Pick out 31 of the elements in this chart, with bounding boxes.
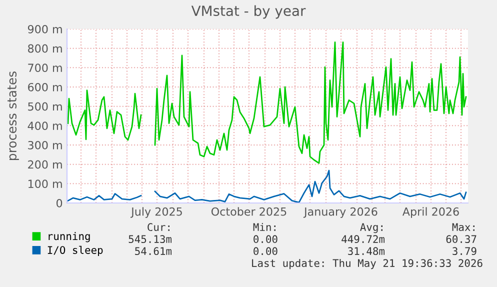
text: Avg:: [360, 223, 382, 234]
x-tick-label: April 2026: [402, 207, 459, 218]
text: 31.48m: [348, 247, 385, 256]
text: 0.00: [254, 235, 278, 244]
y-axis-title: process states: [8, 72, 19, 160]
y-tick-label: 400 m: [28, 122, 62, 130]
x-tick-label: January 2026: [303, 207, 378, 218]
x-tick-label: October 2025: [211, 207, 286, 216]
chart-title: VMstat - by year: [191, 5, 306, 19]
y-tick-label: 700 m: [28, 64, 62, 72]
text: 54.61m: [135, 247, 172, 256]
y-tick-label: 500 m: [28, 102, 62, 111]
text: 0.00: [254, 247, 278, 256]
y-tick-label: 0: [56, 198, 62, 208]
text: Max:: [452, 223, 474, 232]
legend-label: I/O sleep: [48, 246, 103, 256]
y-tick-label: 900 m: [28, 24, 62, 34]
y-tick-label: 200 m: [28, 160, 62, 169]
y-tick-label: 800 m: [28, 44, 62, 53]
text: 545.13m: [128, 235, 172, 244]
text: Cur:: [148, 223, 170, 232]
y-tick-label: 100 m: [28, 180, 62, 188]
text: 60.37: [446, 235, 476, 244]
x-tick-label: July 2025: [130, 207, 182, 218]
text: Last update: Thu May 21 19:36:33 2026: [252, 258, 482, 270]
y-tick-label: 600 m: [28, 82, 62, 92]
text: Min:: [253, 222, 276, 231]
text: 449.72m: [342, 235, 385, 244]
y-tick-label: 300 m: [28, 140, 62, 150]
text: 3.79: [452, 247, 476, 256]
legend-label: running: [48, 232, 90, 242]
